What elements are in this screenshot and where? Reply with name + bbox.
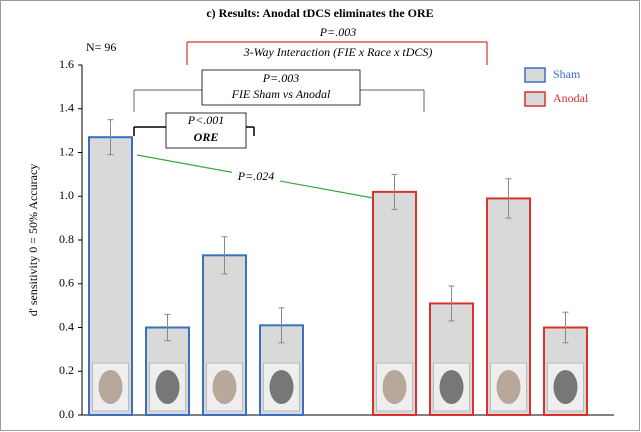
legend-swatch xyxy=(524,67,546,83)
annotation-text: P=.003 xyxy=(262,71,299,85)
face-image xyxy=(382,370,407,404)
legend-label: Sham xyxy=(553,67,581,81)
annotation-text: 3-Way Interaction (FIE x Race x tDCS) xyxy=(243,45,433,59)
sample-size: N= 96 xyxy=(86,40,116,54)
y-tick-label: 1.6 xyxy=(59,57,74,71)
face-image xyxy=(553,370,578,404)
y-tick-label: 0.6 xyxy=(59,276,74,290)
face-image xyxy=(269,370,294,404)
y-tick-label: 0.4 xyxy=(59,319,74,333)
annotation-text: ORE xyxy=(194,130,219,144)
annotation-bg xyxy=(232,169,280,185)
y-tick-label: 0.0 xyxy=(59,407,74,421)
y-axis-label: d' sensitivity 0 = 50% Accuracy xyxy=(26,164,40,317)
y-tick-label: 1.0 xyxy=(59,188,74,202)
face-image xyxy=(439,370,464,404)
y-tick-label: 1.4 xyxy=(59,101,74,115)
face-image xyxy=(496,370,521,404)
annotation-text: P=.003 xyxy=(319,25,356,39)
y-tick-label: 1.2 xyxy=(59,144,74,158)
chart-title: c) Results: Anodal tDCS eliminates the O… xyxy=(206,6,433,20)
annotation-text: P<.001 xyxy=(187,113,224,127)
annotation-text: FIE Sham vs Anodal xyxy=(231,87,331,101)
annotation-box xyxy=(165,112,247,149)
y-tick-label: 0.2 xyxy=(59,363,74,377)
y-tick-label: 0.8 xyxy=(59,232,74,246)
face-image xyxy=(98,370,123,404)
face-image xyxy=(212,370,237,404)
annotation-box xyxy=(201,69,361,106)
legend-swatch xyxy=(524,91,546,107)
face-image xyxy=(155,370,180,404)
annotation-text: P=.024 xyxy=(237,169,274,183)
legend-label: Anodal xyxy=(553,91,589,105)
